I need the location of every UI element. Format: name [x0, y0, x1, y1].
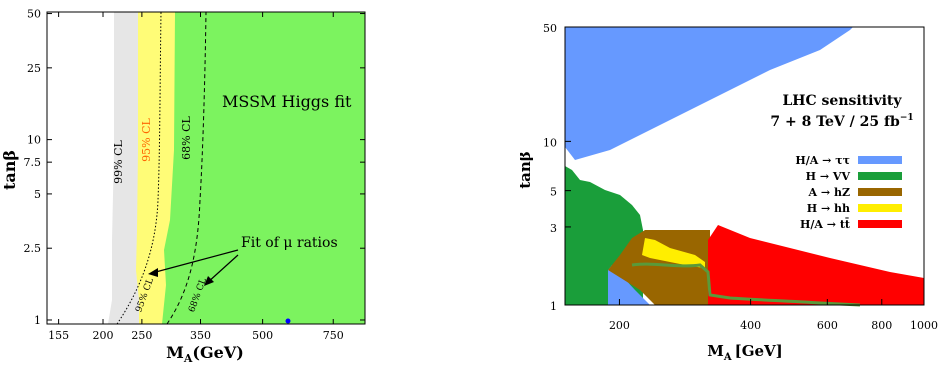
- left-y-tick-label: 5: [34, 188, 41, 201]
- legend-swatch: [858, 188, 902, 196]
- left-y-tick-label: 10: [27, 134, 41, 147]
- left-x-tick-label: 250: [131, 329, 152, 342]
- right-x-tick-label: 800: [871, 319, 892, 332]
- left-x-axis: 155 200 250 350 500 750: [48, 12, 344, 342]
- legend-swatch: [858, 220, 902, 228]
- right-chart-title: LHC sensitivity: [782, 93, 902, 109]
- arrow-to-68cl: [204, 254, 239, 286]
- left-x-axis-label: MA(GeV): [166, 343, 244, 365]
- cl95-label: 95% CL: [140, 117, 153, 161]
- left-x-tick-label: 155: [48, 329, 69, 342]
- right-chart-subtitle: 7 + 8 TeV / 25 fb−1: [770, 113, 913, 130]
- cl68-label: 68% CL: [180, 115, 193, 159]
- left-chart-mssm-higgs-fit: 99% CL 95% CL 68% CL 95% CL 68% CL MSSM …: [0, 0, 380, 367]
- right-y-tick-label: 1: [550, 300, 557, 313]
- region-tt: [708, 225, 924, 305]
- region-hz: [608, 230, 710, 305]
- legend-swatch: [858, 204, 902, 212]
- arrow-annotation-label: Fit of μ ratios: [241, 235, 338, 251]
- best-fit-point: [285, 318, 291, 324]
- legend-label: H/A → tt̄: [800, 217, 851, 231]
- region-hh: [642, 238, 705, 268]
- right-y-axis: 1 3 5 10 50: [543, 22, 571, 313]
- right-y-axis-label: tanβ: [520, 151, 534, 189]
- right-x-axis: 200 400 600 800 1000: [609, 299, 938, 332]
- left-x-tick-label: 200: [93, 329, 114, 342]
- right-x-axis-label: MA [GeV]: [707, 342, 783, 363]
- left-y-tick-label: 1: [34, 314, 41, 327]
- right-x-tick-label: 400: [740, 319, 761, 332]
- right-x-tick-label: 200: [609, 319, 630, 332]
- left-y-tick-label: 25: [27, 62, 41, 75]
- left-y-tick-label: 2.5: [24, 242, 42, 255]
- left-x-tick-label: 750: [323, 329, 344, 342]
- left-x-tick-label: 500: [252, 329, 273, 342]
- right-chart-lhc-sensitivity: LHC sensitivity 7 + 8 TeV / 25 fb−1 H/A …: [520, 0, 944, 367]
- right-plot-frame: [564, 26, 925, 306]
- left-y-axis-label: tanβ: [0, 150, 19, 190]
- region-68cl-green: [162, 12, 365, 324]
- region-tautau-upper: [565, 27, 853, 160]
- left-plot-frame: [46, 11, 366, 325]
- boundary-line-green: [631, 262, 861, 307]
- right-x-tick-label: 600: [817, 319, 838, 332]
- legend: H/A → ττ H → VV A → hZ H → hh H/A → tt̄: [795, 154, 902, 231]
- legend-label: H/A → ττ: [795, 154, 850, 167]
- right-x-tick-label: 1000: [910, 319, 938, 332]
- left-y-axis: 1 2.5 5 7.5 10 25 50: [24, 8, 365, 327]
- right-y-tick-label: 50: [543, 22, 557, 35]
- left-x-tick-label: 350: [190, 329, 211, 342]
- contour-68cl-dashed: [166, 11, 207, 325]
- legend-label: A → hZ: [808, 186, 850, 199]
- right-y-tick-label: 10: [543, 136, 557, 149]
- left-y-tick-label: 50: [27, 8, 41, 21]
- right-y-tick-label: 3: [550, 222, 557, 235]
- legend-label: H → VV: [806, 170, 851, 183]
- legend-label: H → hh: [807, 202, 850, 215]
- legend-swatch: [858, 156, 902, 164]
- left-y-tick-label: 7.5: [24, 156, 42, 169]
- left-plot-area: [47, 11, 365, 325]
- right-plot-area: [565, 27, 924, 307]
- legend-swatch: [858, 172, 902, 180]
- right-y-tick-label: 5: [550, 186, 557, 199]
- left-chart-title: MSSM Higgs fit: [222, 92, 352, 111]
- arrow-to-95cl: [148, 249, 239, 277]
- cl99-label: 99% CL: [112, 139, 125, 183]
